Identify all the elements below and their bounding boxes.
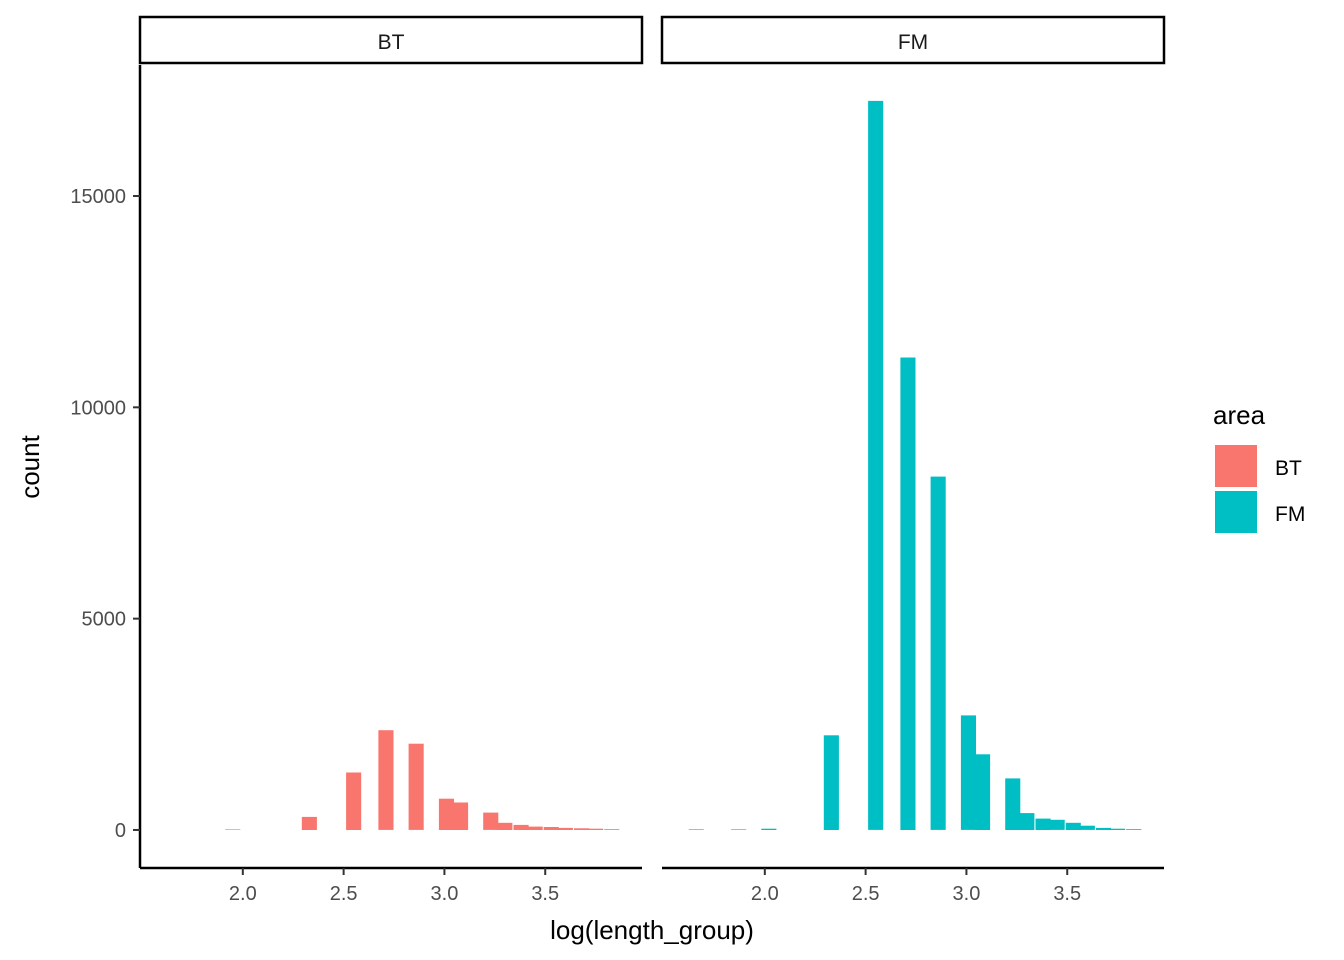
bar-bt-11 xyxy=(543,827,559,830)
x-tick-label: 2.5 xyxy=(330,883,358,905)
x-tick-label: 3.5 xyxy=(531,883,559,905)
bar-bt-14 xyxy=(588,828,604,830)
legend-label-bt: BT xyxy=(1275,457,1302,480)
bar-bt-0 xyxy=(225,829,241,830)
x-tick-label: 2.5 xyxy=(852,883,880,905)
bar-fm-17 xyxy=(1126,829,1142,830)
panel-bt xyxy=(225,730,620,830)
bar-bt-2 xyxy=(346,772,362,830)
bar-bt-5 xyxy=(438,798,454,830)
bar-bt-3 xyxy=(378,730,394,830)
x-axis-fm: 2.0 2.5 3.0 3.5 xyxy=(662,866,1164,905)
bar-bt-13 xyxy=(574,828,590,830)
bar-bt-12 xyxy=(557,827,573,830)
bar-fm-14 xyxy=(1079,825,1095,830)
x-tick-label: 2.0 xyxy=(751,883,779,905)
legend-label-fm: FM xyxy=(1275,503,1305,526)
legend-key-fm xyxy=(1215,491,1257,533)
bar-fm-11 xyxy=(1035,818,1051,830)
y-tick-label: 0 xyxy=(115,820,126,842)
bar-fm-7 xyxy=(960,715,976,830)
bar-bt-7 xyxy=(483,812,499,830)
bar-fm-0 xyxy=(688,829,704,830)
bar-bt-8 xyxy=(497,822,513,830)
bar-fm-9 xyxy=(1005,778,1021,830)
bar-fm-5 xyxy=(900,357,916,830)
bar-fm-10 xyxy=(1019,813,1035,830)
bar-fm-2 xyxy=(761,828,777,830)
bar-fm-6 xyxy=(930,476,946,830)
bar-fm-16 xyxy=(1110,828,1126,830)
y-axis: 0 5000 10000 15000 xyxy=(70,65,142,868)
bar-fm-15 xyxy=(1096,827,1112,830)
bar-fm-13 xyxy=(1065,822,1081,830)
facet-strip-label-fm: FM xyxy=(898,31,928,54)
bar-fm-12 xyxy=(1049,819,1065,830)
y-tick-label: 5000 xyxy=(82,609,127,631)
panel-fm xyxy=(688,100,1142,830)
y-axis-title: count xyxy=(15,434,45,498)
bar-fm-3 xyxy=(823,735,839,830)
bar-fm-4 xyxy=(868,100,884,830)
x-tick-label: 2.0 xyxy=(229,883,257,905)
x-axis-bt: 2.0 2.5 3.0 3.5 xyxy=(140,866,642,905)
bar-bt-10 xyxy=(527,826,543,830)
facet-strip-bt: BT xyxy=(138,15,644,65)
bar-bt-9 xyxy=(513,824,529,830)
bar-fm-1 xyxy=(731,829,747,830)
legend-title: area xyxy=(1213,400,1266,430)
facet-strip-fm: FM xyxy=(660,15,1166,65)
bar-bt-4 xyxy=(408,743,424,830)
x-tick-label: 3.0 xyxy=(953,883,981,905)
bar-bt-15 xyxy=(604,829,620,830)
y-tick-label: 10000 xyxy=(70,397,126,419)
bar-fm-8 xyxy=(975,754,991,830)
x-axis-title: log(length_group) xyxy=(550,915,754,945)
facet-strip-label-bt: BT xyxy=(378,31,405,54)
x-tick-label: 3.5 xyxy=(1053,883,1081,905)
bar-bt-6 xyxy=(453,802,469,830)
legend: area BT FM xyxy=(1213,400,1305,533)
bar-bt-1 xyxy=(301,816,317,830)
x-tick-label: 3.0 xyxy=(431,883,459,905)
y-tick-label: 15000 xyxy=(70,186,126,208)
legend-key-bt xyxy=(1215,445,1257,487)
